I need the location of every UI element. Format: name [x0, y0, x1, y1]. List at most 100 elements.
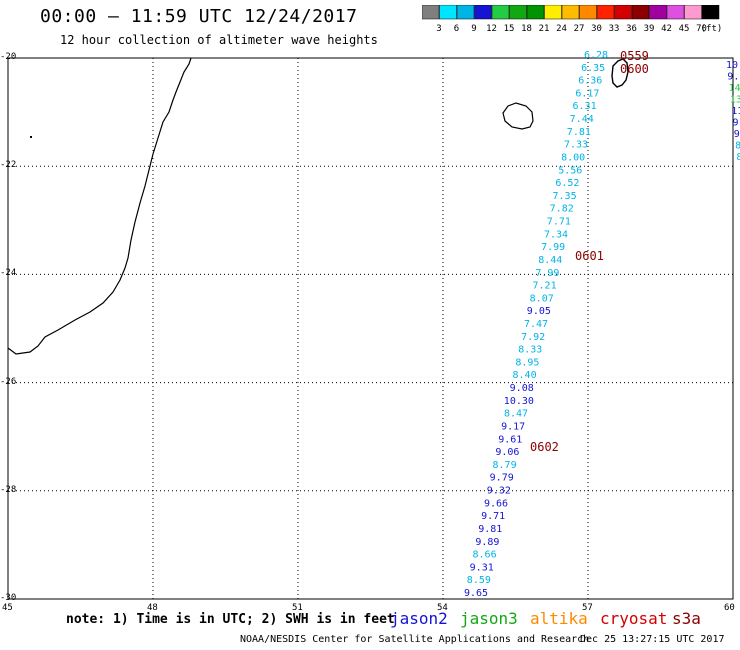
- colorbar-swatch: [701, 5, 720, 20]
- time-mark: 0601: [575, 249, 604, 263]
- edge-track: 10.39.914.13.11.9.9.8.8.: [726, 60, 740, 163]
- colorbar-swatch: [439, 5, 457, 20]
- colorbar-tick-label: 45: [679, 24, 690, 34]
- lat-lon-grid: [7, 57, 734, 600]
- colorbar-swatch: [422, 5, 440, 20]
- small-islet: [30, 136, 32, 138]
- colorbar-tick-label: 39: [644, 24, 655, 34]
- edge-wave-height-value: 13.: [730, 95, 740, 106]
- time-mark: 0559: [620, 49, 649, 63]
- wave-height-value: 6.36: [578, 76, 602, 87]
- credit-line: NOAA/NESDIS Center for Satellite Applica…: [240, 634, 590, 645]
- satellite-legend-item: jason3: [460, 609, 518, 628]
- wave-height-value: 8.95: [515, 357, 539, 368]
- colorbar-swatch: [684, 5, 702, 20]
- time-mark: 0602: [530, 440, 559, 454]
- colorbar-swatch: [596, 5, 615, 20]
- colorbar-swatch: [491, 5, 510, 20]
- colorbar-swatch: [544, 5, 562, 20]
- madagascar-coast: [7, 57, 192, 355]
- map-title: 00:00 – 11:59 UTC 12/24/2017: [40, 6, 358, 27]
- wave-height-value: 10.30: [504, 396, 534, 407]
- wave-height-value: 7.99: [535, 268, 559, 279]
- wave-height-track: 6.28 6.35 6.366.17 6.31 7.44 7.81 7.338.00 5.56…: [464, 50, 608, 599]
- colorbar-swatch: [474, 5, 492, 20]
- footer-note: note: 1) Time is in UTC; 2) SWH is in fe…: [66, 612, 395, 627]
- wave-height-value: 6.35: [581, 63, 605, 74]
- edge-wave-height-value: 9.: [734, 129, 740, 140]
- colorbar-swatch: [649, 5, 667, 20]
- lon-label: 48: [147, 603, 158, 613]
- wave-height-value: 6.28: [584, 50, 608, 61]
- wave-height-value: 6.17: [575, 88, 599, 99]
- wave-height-value: 9.08: [510, 383, 534, 394]
- wave-height-value: 8.47: [504, 409, 528, 420]
- wave-height-value: 9.06: [495, 447, 519, 458]
- wave-height-value: 7.81: [567, 127, 591, 138]
- altimeter-map: 6.28 6.35 6.366.17 6.31 7.44 7.81 7.338.00 5.56…: [7, 49, 740, 600]
- colorbar-swatch: [579, 5, 597, 20]
- colorbar-tick-label: 9: [471, 24, 476, 34]
- lat-label: -30: [0, 593, 17, 603]
- colorbar-tick-label: 42: [661, 24, 672, 34]
- lat-label: -28: [0, 484, 17, 495]
- wave-height-value: 7.35: [553, 191, 577, 202]
- colorbar-tick-label: 15: [504, 24, 515, 34]
- colorbar-tick-label: 27: [574, 24, 585, 34]
- colorbar-tick-label: 12: [486, 24, 497, 34]
- lon-label: 57: [582, 603, 593, 613]
- lon-label: 60: [724, 603, 735, 613]
- map-subtitle: 12 hour collection of altimeter wave hei…: [60, 33, 378, 47]
- colorbar-swatch: [666, 5, 685, 20]
- wave-height-value: 7.33: [564, 140, 588, 151]
- wave-height-value: 5.56: [558, 165, 582, 176]
- wave-height-value: 7.21: [533, 281, 557, 292]
- colorbar-swatch: [456, 5, 475, 20]
- colorbar-tick-label: 21: [539, 24, 550, 34]
- colorbar-tick-label: 24: [556, 24, 567, 34]
- wave-height-value: 9.66: [484, 498, 508, 509]
- wave-height-value: 8.66: [473, 550, 497, 561]
- coastline: [7, 57, 629, 355]
- map-frame: [7, 57, 734, 600]
- colorbar-tick-label: 33: [609, 24, 620, 34]
- wave-height-value: 9.65: [464, 588, 488, 599]
- edge-wave-height-value: 8.: [735, 141, 740, 152]
- lat-label: -22: [0, 160, 17, 171]
- wave-height-value: 9.79: [490, 473, 514, 484]
- wave-height-value: 8.44: [538, 255, 562, 266]
- wave-height-value: 7.44: [570, 114, 594, 125]
- mauritius-island: [611, 58, 629, 88]
- wave-height-value: 8.59: [467, 575, 491, 586]
- satellite-legend-item: cryosat: [600, 609, 668, 628]
- wave-height-value: 8.00: [561, 152, 585, 163]
- wave-height-value: 9.81: [478, 524, 502, 535]
- colorbar-tick-label: 3: [436, 24, 441, 34]
- wave-height-value: 7.92: [521, 332, 545, 343]
- lat-label: -26: [0, 376, 17, 387]
- wave-height-value: 9.71: [481, 511, 505, 522]
- colorbar-unit: (ft): [701, 24, 723, 34]
- wave-height-value: 8.40: [513, 370, 537, 381]
- colorbar-tick-label: 6: [454, 24, 459, 34]
- wave-height-value: 7.34: [544, 229, 568, 240]
- colorbar-swatch: [526, 5, 545, 20]
- satellite-legend-item: altika: [530, 609, 588, 628]
- satellite-legend-item: s3a: [672, 609, 701, 628]
- lon-label: 45: [2, 603, 13, 613]
- lon-label: 51: [292, 603, 303, 613]
- wave-height-value: 9.89: [475, 537, 499, 548]
- edge-wave-height-value: 14.: [729, 83, 740, 94]
- lon-label: 54: [437, 603, 448, 613]
- colorbar-tick-label: 36: [626, 24, 637, 34]
- colorbar-swatch: [509, 5, 527, 20]
- edge-wave-height-value: 10.3: [726, 60, 740, 71]
- wave-height-value: 7.99: [541, 242, 565, 253]
- colorbar-tick-label: 70: [696, 24, 707, 34]
- wave-height-value: 9.31: [470, 562, 494, 573]
- wave-height-value: 9.32: [487, 486, 511, 497]
- colorbar-tick-label: 30: [591, 24, 602, 34]
- wave-height-value: 8.33: [518, 345, 542, 356]
- colorbar-swatch: [561, 5, 580, 20]
- colorbar-legend: 3 6 9 12 15 18 21 24 27 30 33 36 39 42 45 70(ft): [422, 5, 723, 34]
